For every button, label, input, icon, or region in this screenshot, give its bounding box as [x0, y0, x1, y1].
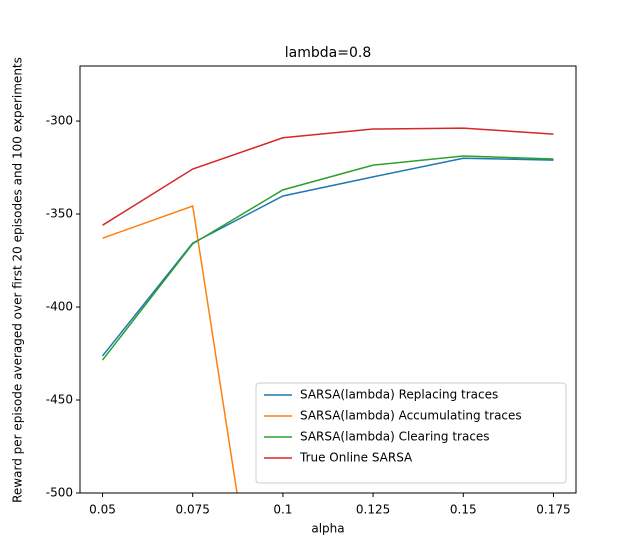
legend-label: SARSA(lambda) Accumulating traces	[300, 409, 522, 423]
y-tick-label: -400	[46, 300, 73, 314]
x-tick-label: 0.15	[450, 503, 477, 517]
y-axis-label: Reward per episode averaged over first 2…	[11, 57, 25, 503]
x-tick-label: 0.125	[356, 503, 390, 517]
series-line	[101, 157, 554, 357]
x-tick-label: 0.1	[273, 503, 292, 517]
y-tick-label: -500	[46, 486, 73, 500]
x-tick-label: 0.075	[176, 503, 210, 517]
series-line	[101, 155, 554, 361]
series-line	[102, 205, 238, 493]
legend-label: SARSA(lambda) Replacing traces	[300, 388, 498, 402]
series-line	[102, 127, 554, 226]
legend-label: SARSA(lambda) Clearing traces	[300, 430, 490, 444]
plot-frame	[79, 65, 577, 494]
y-tick-label: -450	[46, 393, 73, 407]
y-tick-label: -300	[46, 114, 73, 128]
x-tick-label: 0.175	[536, 503, 570, 517]
x-axis-label: alpha	[311, 522, 344, 536]
y-tick-label: -350	[46, 207, 73, 221]
legend-label: True Online SARSA	[299, 451, 413, 465]
x-tick-label: 0.05	[89, 503, 116, 517]
plot-lines	[101, 127, 554, 493]
chart-title: lambda=0.8	[285, 45, 371, 61]
legend-box	[255, 382, 567, 484]
